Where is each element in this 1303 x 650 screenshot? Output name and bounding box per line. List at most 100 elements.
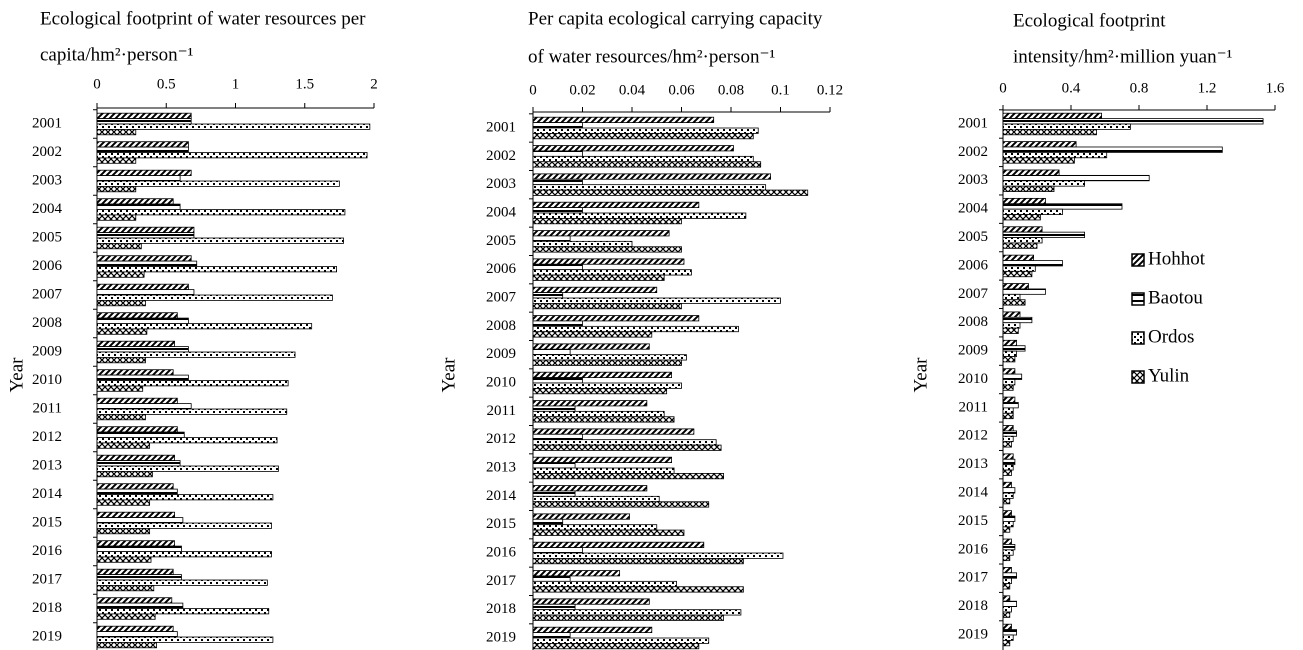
bar [96,631,178,638]
bar [532,258,685,265]
bar [1002,373,1023,380]
bar [1002,226,1043,233]
x-tick-label: 0 [999,80,1007,96]
bar [532,456,673,464]
bar [1002,316,1033,324]
y-tick-label: 2017 [32,571,63,587]
bar [1002,203,1123,210]
x-tick-label: 0.8 [1130,80,1149,96]
bar [1002,544,1016,551]
bar [532,189,809,196]
y-tick-label: 2011 [33,400,62,416]
bar [1002,327,1019,334]
y-tick-label: 2012 [486,431,516,447]
x-tick-label: 1 [232,76,240,92]
bar [96,574,182,581]
y-tick-label: 2013 [486,459,516,475]
bar [1002,634,1014,641]
bar [532,490,576,497]
bar [1002,481,1012,489]
bar [1002,492,1014,499]
bar [1002,549,1014,556]
bar [1002,265,1036,272]
y-tick-label: 2018 [958,598,988,614]
bar [1002,322,1021,329]
bar [532,439,717,446]
y-tick-label: 2016 [32,543,63,559]
bar [532,518,564,526]
bar [96,613,156,620]
bar [1002,123,1131,130]
bar [532,632,571,639]
y-tick-label: 2015 [958,513,988,529]
bar [532,472,724,480]
bar [532,354,687,361]
bar [532,529,685,536]
bar [1002,169,1060,176]
y-tick-label: 2016 [486,544,517,560]
bar [1002,128,1097,136]
bar [532,315,700,322]
bar [96,585,155,592]
bar [1002,526,1011,533]
bar [96,413,146,421]
x-tick-label: 0.08 [718,82,744,98]
bar [1002,283,1029,290]
bar [96,374,189,381]
bar [96,636,274,643]
bar [532,377,583,384]
bar [1002,464,1014,471]
bar [96,283,189,291]
bar [1002,293,1021,301]
bar [96,214,137,221]
y-tick-label: 2010 [32,372,62,388]
bar [532,116,715,123]
bar [532,122,583,129]
bar [532,230,670,237]
bar [1002,572,1018,579]
bar [532,184,767,191]
bar [532,495,660,503]
bar [1002,510,1012,517]
bar [532,524,658,531]
bar [532,348,571,356]
bar [1002,600,1018,608]
bar [1002,453,1014,460]
bar [1002,112,1102,119]
bar [96,237,344,244]
x-tick-label: 0.04 [619,82,646,98]
bar [1002,180,1085,187]
bar [96,517,184,524]
bar [96,522,272,529]
bar [1002,521,1014,528]
y-tick-label: 2009 [958,343,988,359]
bar [532,637,710,644]
bar [1002,151,1108,159]
bar [532,626,653,634]
legend-label: Yulin [1148,365,1190,386]
x-tick-label: 0.12 [817,82,843,98]
bar [96,556,152,563]
y-tick-label: 2009 [32,343,62,359]
bar [1002,157,1075,164]
bar [1002,606,1012,613]
bar [96,351,296,358]
bar [1002,146,1223,153]
x-tick-label: 1.6 [1266,80,1285,96]
bar [532,246,682,253]
chart-title: of water resources/hm²·person⁻¹ [528,46,776,67]
bar [1002,118,1264,125]
y-tick-label: 2015 [32,514,62,530]
bar [96,442,151,449]
bar [532,320,583,327]
bar [532,325,739,333]
bar [532,359,682,366]
bar [96,408,288,415]
bar [1002,577,1012,585]
bar [1002,254,1035,261]
legend-swatch [1131,253,1145,267]
y-tick-label: 2002 [486,148,516,164]
bar [1002,567,1012,574]
bar [532,292,564,299]
